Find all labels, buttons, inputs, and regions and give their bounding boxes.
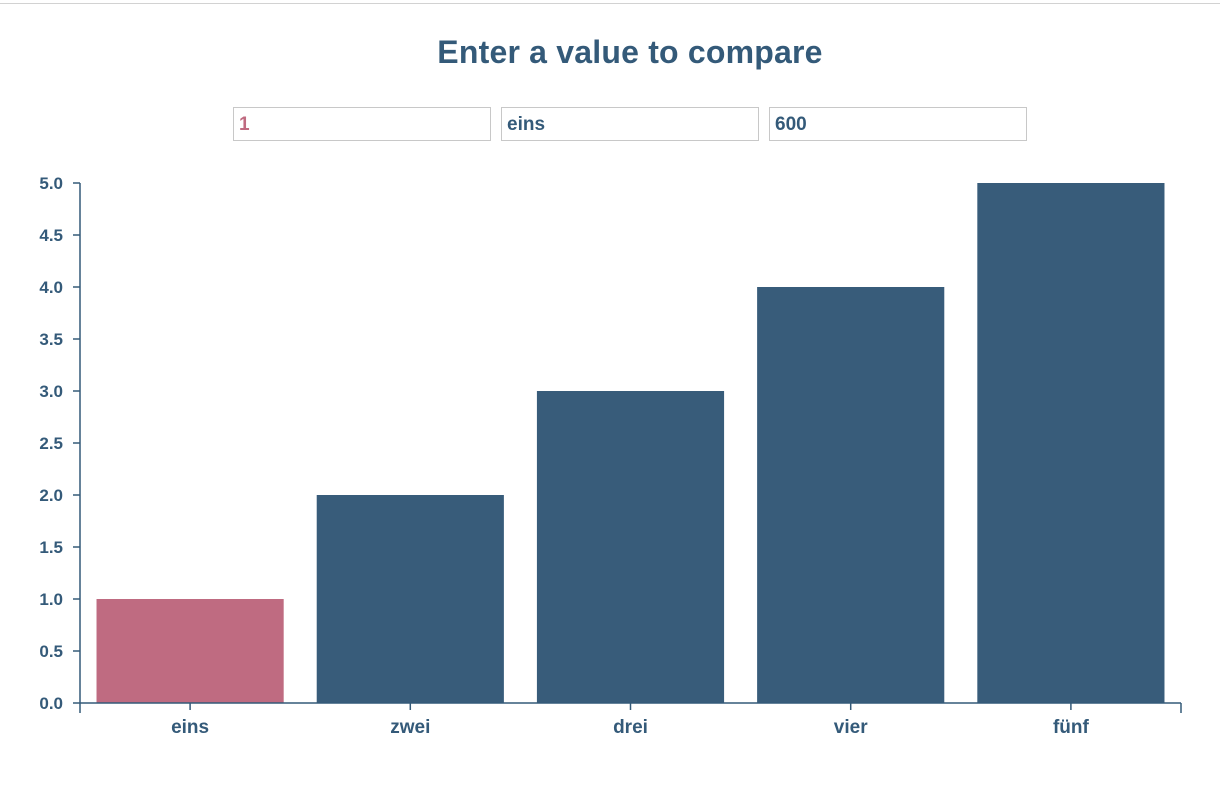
top-divider [0, 3, 1220, 4]
y-tick-label: 4.5 [39, 226, 63, 245]
y-tick-label: 2.0 [39, 486, 63, 505]
input-row [233, 107, 1027, 141]
bar-eins [96, 599, 284, 703]
y-tick-label: 1.5 [39, 538, 63, 557]
x-tick-label: drei [613, 717, 648, 738]
page-title: Enter a value to compare [437, 34, 823, 70]
y-tick-label: 0.5 [39, 642, 63, 661]
y-tick-label: 2.5 [39, 434, 63, 453]
bar-vier [757, 287, 945, 703]
y-tick-label: 3.0 [39, 382, 63, 401]
y-tick-label: 1.0 [39, 590, 63, 609]
y-tick-label: 4.0 [39, 278, 63, 297]
bar-drei [536, 391, 725, 703]
bar-fünf [977, 183, 1165, 703]
y-tick-label: 3.5 [39, 330, 63, 349]
x-tick-label: eins [171, 717, 209, 738]
x-tick-label: vier [834, 717, 868, 738]
width-input[interactable] [769, 107, 1027, 141]
label-input[interactable] [501, 107, 759, 141]
value-input[interactable] [233, 107, 491, 141]
bar-zwei [316, 495, 504, 703]
x-tick-label: fünf [1053, 717, 1090, 738]
x-tick-label: zwei [390, 717, 430, 738]
y-tick-label: 0.0 [39, 694, 63, 713]
y-tick-label: 5.0 [39, 174, 63, 193]
